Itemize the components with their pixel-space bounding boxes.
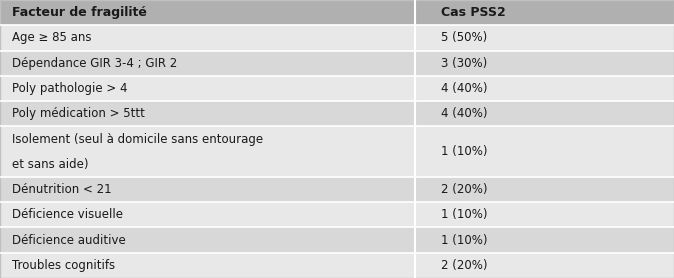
Bar [0, 177, 415, 202]
Bar [0, 51, 415, 76]
Bar [0, 227, 415, 253]
Bar [0, 126, 415, 177]
Text: 5 (50%): 5 (50%) [441, 31, 488, 44]
Bar [0, 76, 415, 101]
Text: 3 (30%): 3 (30%) [441, 57, 488, 70]
Bar [0, 101, 415, 126]
Bar [415, 126, 674, 177]
Text: Poly pathologie > 4: Poly pathologie > 4 [12, 82, 127, 95]
Bar [415, 76, 674, 101]
Bar [0, 0, 415, 25]
Text: Dépendance GIR 3-4 ; GIR 2: Dépendance GIR 3-4 ; GIR 2 [12, 57, 177, 70]
Text: 2 (20%): 2 (20%) [441, 183, 488, 196]
Text: Isolement (seul à domicile sans entourage: Isolement (seul à domicile sans entourag… [12, 133, 264, 145]
Text: 4 (40%): 4 (40%) [441, 107, 488, 120]
Bar [0, 202, 415, 227]
Text: 1 (10%): 1 (10%) [441, 208, 488, 221]
Text: Dénutrition < 21: Dénutrition < 21 [12, 183, 112, 196]
Text: et sans aide): et sans aide) [12, 158, 89, 171]
Text: 1 (10%): 1 (10%) [441, 145, 488, 158]
Text: Age ≥ 85 ans: Age ≥ 85 ans [12, 31, 92, 44]
Bar [415, 51, 674, 76]
Text: Facteur de fragilité: Facteur de fragilité [12, 6, 147, 19]
Text: 2 (20%): 2 (20%) [441, 259, 488, 272]
Text: Cas PSS2: Cas PSS2 [441, 6, 506, 19]
Bar [415, 0, 674, 25]
Text: Troubles cognitifs: Troubles cognitifs [12, 259, 115, 272]
Bar [0, 253, 415, 278]
Text: Déficience auditive: Déficience auditive [12, 234, 126, 247]
Text: 1 (10%): 1 (10%) [441, 234, 488, 247]
Text: Déficience visuelle: Déficience visuelle [12, 208, 123, 221]
Bar [415, 177, 674, 202]
Bar [415, 101, 674, 126]
Bar [415, 253, 674, 278]
Bar [415, 25, 674, 51]
Text: 4 (40%): 4 (40%) [441, 82, 488, 95]
Bar [0, 25, 415, 51]
Text: Poly médication > 5ttt: Poly médication > 5ttt [12, 107, 145, 120]
Bar [415, 202, 674, 227]
Bar [415, 227, 674, 253]
